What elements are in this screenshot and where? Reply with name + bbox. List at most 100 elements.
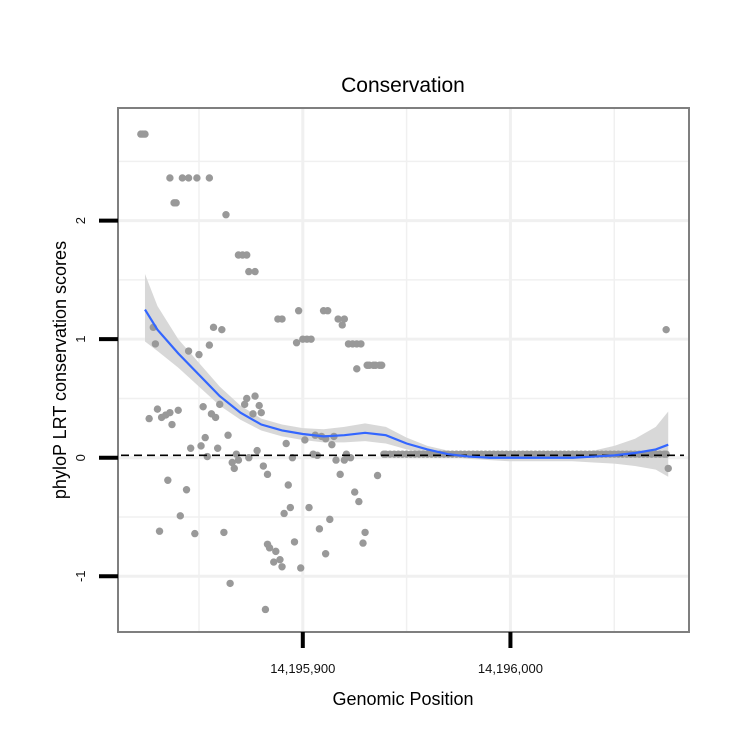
data-point xyxy=(230,464,238,473)
data-point xyxy=(226,579,234,588)
data-point xyxy=(355,497,363,506)
data-point xyxy=(351,488,359,496)
data-point xyxy=(201,433,209,442)
data-point xyxy=(255,401,263,410)
data-point xyxy=(377,361,386,369)
data-point xyxy=(172,199,180,207)
data-point xyxy=(174,406,182,415)
data-point xyxy=(662,450,670,458)
data-point xyxy=(251,392,259,400)
data-point xyxy=(280,509,288,518)
x-axis-title: Genomic Position xyxy=(332,689,473,709)
y-tick-label: 0 xyxy=(73,454,88,461)
grid-lines xyxy=(118,108,689,632)
data-point xyxy=(205,341,214,349)
data-point xyxy=(263,470,272,479)
data-point xyxy=(324,307,332,315)
data-point xyxy=(182,486,191,494)
data-point xyxy=(307,335,315,343)
data-point xyxy=(321,550,330,558)
y-tick-label: 2 xyxy=(73,217,88,224)
data-point xyxy=(328,440,336,449)
data-point xyxy=(245,267,253,276)
data-point xyxy=(272,547,280,556)
data-point xyxy=(234,456,243,464)
data-point xyxy=(315,525,324,533)
data-point xyxy=(203,452,211,461)
data-point xyxy=(276,555,284,564)
data-point xyxy=(332,456,340,464)
data-point xyxy=(211,413,220,422)
data-point xyxy=(184,347,193,355)
y-axis-title: phyloP LRT conservation scores xyxy=(50,241,70,499)
data-point xyxy=(353,365,361,373)
confidence-ribbon xyxy=(144,273,669,477)
data-point xyxy=(184,174,193,182)
y-tick-label: -1 xyxy=(73,570,88,582)
smooth-line-layer xyxy=(121,308,684,459)
data-point xyxy=(340,456,349,464)
data-point xyxy=(195,350,203,359)
data-point xyxy=(245,454,253,462)
plot-frame xyxy=(117,107,690,633)
data-point xyxy=(259,462,268,470)
data-point xyxy=(228,458,236,467)
data-point xyxy=(305,503,313,512)
data-point xyxy=(141,130,149,138)
confidence-ribbon-layer xyxy=(144,273,669,477)
y-axis: -1 0 1 2 xyxy=(73,217,118,582)
data-point xyxy=(334,315,342,323)
data-point xyxy=(292,339,301,347)
data-point xyxy=(290,538,299,546)
data-point xyxy=(216,400,224,409)
data-point xyxy=(326,515,334,524)
data-point xyxy=(297,564,305,572)
data-point xyxy=(153,405,162,413)
data-point xyxy=(278,563,286,571)
data-point xyxy=(251,267,259,276)
data-point xyxy=(155,527,164,535)
data-point xyxy=(249,410,257,418)
data-point xyxy=(373,471,382,480)
x-axis: 14,195,900 14,196,000 xyxy=(270,632,543,676)
data-point xyxy=(265,544,274,552)
data-point xyxy=(243,394,251,403)
data-point xyxy=(213,444,222,452)
data-point xyxy=(151,340,160,348)
data-point xyxy=(222,210,230,219)
data-point xyxy=(197,442,205,450)
data-point xyxy=(336,470,344,479)
data-point xyxy=(209,323,218,332)
data-point xyxy=(243,251,251,259)
data-point xyxy=(220,528,228,537)
data-point xyxy=(178,174,187,182)
data-point xyxy=(340,315,349,323)
data-point xyxy=(257,408,265,417)
data-point xyxy=(166,174,174,182)
data-point xyxy=(284,481,292,489)
data-point xyxy=(168,420,176,429)
data-point xyxy=(357,340,365,348)
data-point xyxy=(193,174,201,182)
data-point xyxy=(662,325,670,334)
data-point xyxy=(218,325,226,334)
chart-title: Conservation xyxy=(341,74,465,97)
data-point xyxy=(261,605,270,614)
x-tick-label: 14,196,000 xyxy=(478,661,543,676)
smooth-line xyxy=(144,308,669,459)
data-point xyxy=(282,439,290,448)
data-point xyxy=(224,431,232,439)
x-tick-label: 14,195,900 xyxy=(270,661,335,676)
data-point xyxy=(164,476,172,484)
data-point xyxy=(191,529,199,538)
data-point xyxy=(294,307,303,315)
data-point xyxy=(240,400,249,409)
data-point xyxy=(176,512,184,520)
data-point xyxy=(205,174,214,182)
data-point xyxy=(338,321,346,329)
data-point xyxy=(286,503,295,512)
data-point xyxy=(664,464,672,473)
data-point xyxy=(278,315,286,323)
data-point xyxy=(145,414,153,423)
